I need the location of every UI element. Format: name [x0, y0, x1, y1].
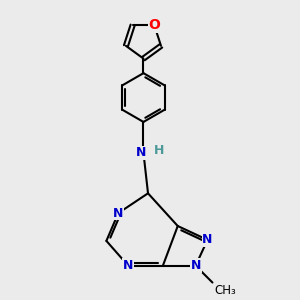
- Text: N: N: [202, 233, 213, 246]
- Text: N: N: [136, 146, 146, 159]
- Text: N: N: [123, 259, 134, 272]
- Text: N: N: [113, 207, 124, 220]
- Text: O: O: [148, 18, 160, 32]
- Text: H: H: [154, 144, 164, 157]
- Text: CH₃: CH₃: [214, 284, 236, 297]
- Text: N: N: [190, 259, 201, 272]
